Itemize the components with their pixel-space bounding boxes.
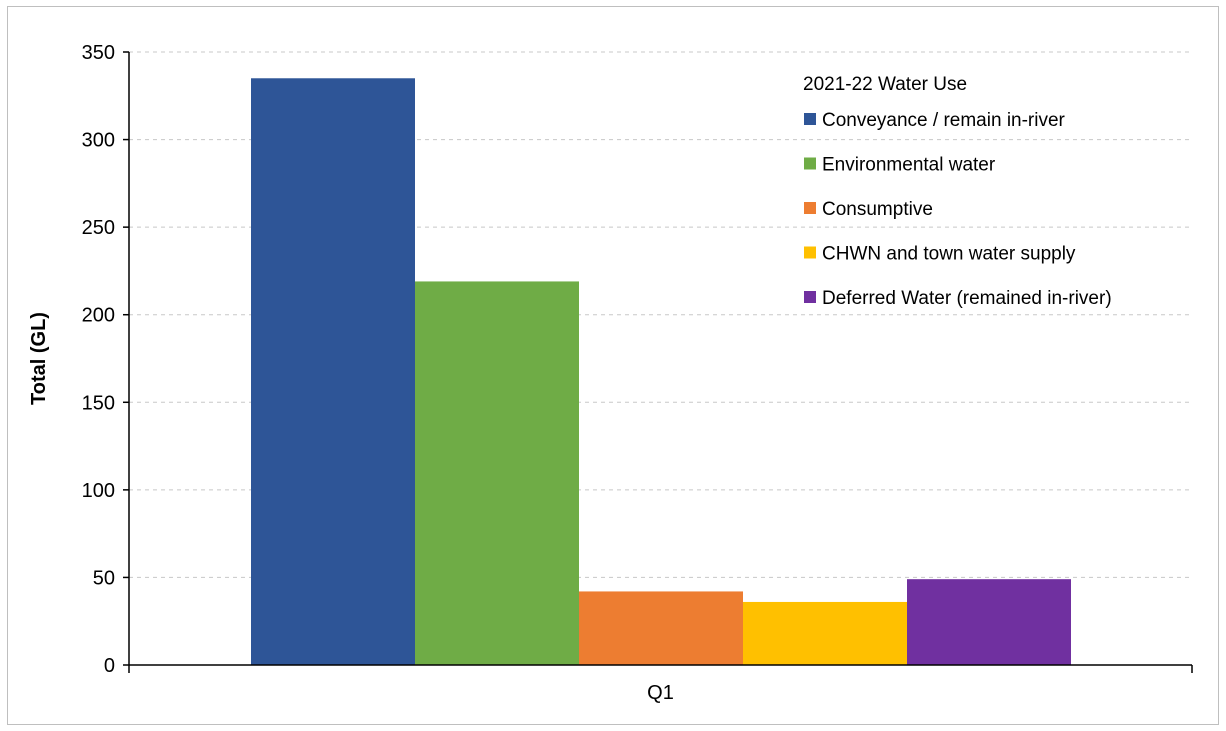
y-tick-label: 0 [104,655,115,677]
legend-swatch [804,202,816,214]
legend-title: 2021-22 Water Use [803,74,967,95]
legend-label: CHWN and town water supply [822,244,1076,265]
legend: 2021-22 Water Use Conveyance / remain in… [803,74,1112,309]
legend-label: Conveyance / remain in-river [822,110,1066,131]
bar-environmental-water [415,281,579,665]
axes [123,51,1193,673]
x-tick-label: Q1 [647,682,674,704]
bar-conveyance-remain-in-river [251,78,415,666]
legend-label: Consumptive [822,199,933,220]
bar-deferred-water-remained-in-river [907,579,1071,665]
legend-label: Environmental water [822,155,996,176]
legend-swatch [804,157,816,170]
y-tick-label: 250 [82,217,115,239]
bars [251,78,1071,666]
y-tick-label: 50 [93,567,115,589]
y-tick-label: 300 [82,130,115,152]
legend-label: Deferred Water (remained in-river) [822,288,1112,309]
y-tick-label: 350 [82,42,115,64]
y-tick-labels: 0 50 100 150 200 250 300 350 [82,42,115,677]
bar-consumptive [579,591,743,665]
y-tick-label: 150 [82,392,115,414]
legend-swatch [804,246,816,259]
y-axis-label: Total (GL) [28,312,50,405]
bar-chwn-and-town-water-supply [743,601,907,665]
legend-swatch [804,113,816,125]
y-tick-label: 200 [82,305,115,327]
y-tick-label: 100 [82,480,115,502]
legend-swatch [804,291,816,303]
x-tick-labels: Q1 [647,682,674,704]
